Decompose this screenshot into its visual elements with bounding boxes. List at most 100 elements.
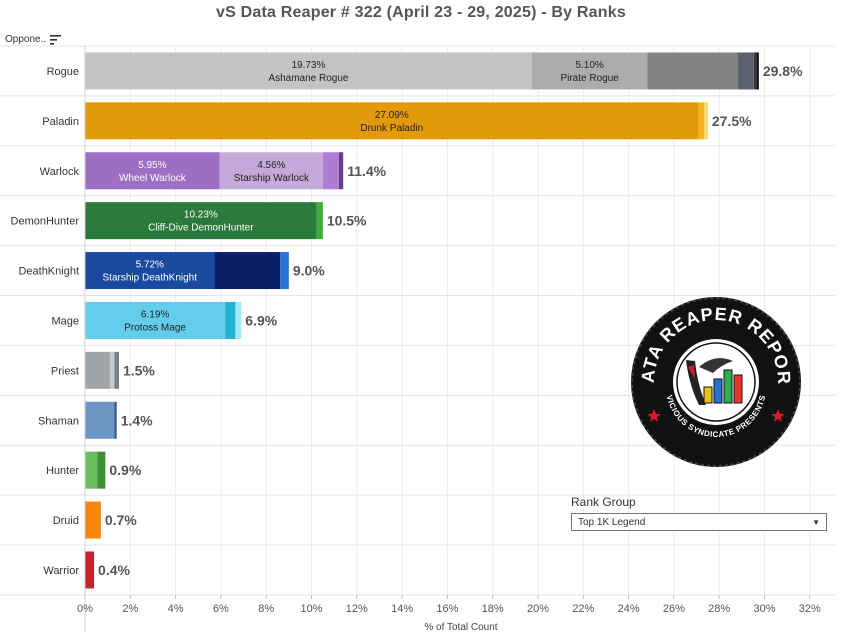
x-tick-label: 12% xyxy=(346,603,368,615)
bar-segment[interactable] xyxy=(225,301,236,339)
bar-segment[interactable] xyxy=(531,52,648,90)
category-label: Warrior xyxy=(43,565,79,577)
bar-segment[interactable] xyxy=(753,52,757,90)
segment-value-label: 10.23% xyxy=(184,210,218,221)
category-label: DemonHunter xyxy=(11,216,80,228)
bar-segment[interactable] xyxy=(338,152,344,190)
category-label: Rogue xyxy=(47,66,79,78)
category-label: Warlock xyxy=(40,166,80,178)
x-tick-label: 14% xyxy=(391,603,413,615)
opponent-column-header[interactable]: Oppone.. xyxy=(5,34,62,45)
segment-value-label: 19.73% xyxy=(291,60,325,71)
category-label: Hunter xyxy=(46,465,79,477)
x-tick-label: 26% xyxy=(663,603,685,615)
bar-total-label: 1.5% xyxy=(123,362,155,378)
x-tick-label: 4% xyxy=(168,603,184,615)
data-reaper-logo: DATA REAPER REPORT VICIOUS SYNDICATE PRE… xyxy=(629,295,801,467)
segment-name-label: Ashamane Rogue xyxy=(268,73,348,84)
x-axis: 0% 2% 4% 6% 8% 10% 12% 14% 16% 18% 20% 22% 24% 26% 28%… xyxy=(77,46,821,633)
bar-segment[interactable] xyxy=(280,252,289,290)
bar-total-label: 6.9% xyxy=(245,312,277,328)
bar-total-label: 29.8% xyxy=(763,63,803,79)
bar-segment[interactable] xyxy=(698,102,705,140)
bar-total-label: 9.0% xyxy=(293,263,325,279)
bar-segment[interactable] xyxy=(85,152,220,190)
x-tick-label: 16% xyxy=(436,603,458,615)
segment-name-label: Pirate Rogue xyxy=(560,73,619,84)
bar-segment[interactable] xyxy=(97,451,106,489)
x-tick-label: 24% xyxy=(618,603,640,615)
segment-value-label: 5.72% xyxy=(136,260,164,271)
bar-segment[interactable] xyxy=(85,401,115,439)
opponent-header-label: Oppone.. xyxy=(5,34,47,45)
category-label: Priest xyxy=(51,365,79,377)
bar-segment[interactable] xyxy=(114,351,119,389)
bar-segment[interactable] xyxy=(756,52,759,90)
x-axis-title: % of Total Count xyxy=(424,622,497,633)
segment-name-label: Starship Warlock xyxy=(234,173,310,184)
x-tick-label: 22% xyxy=(572,603,594,615)
segment-value-label: 5.95% xyxy=(138,160,166,171)
bar-total-label: 0.9% xyxy=(109,462,141,478)
rank-group-select[interactable]: Top 1K Legend ▼ xyxy=(571,513,827,531)
bar-segment[interactable] xyxy=(704,102,708,140)
x-tick-label: 30% xyxy=(753,603,775,615)
bar-segment[interactable] xyxy=(235,301,242,339)
segment-value-label: 4.56% xyxy=(257,160,285,171)
bar-segment[interactable] xyxy=(316,202,323,240)
bar-segment[interactable] xyxy=(114,401,117,439)
x-tick-label: 28% xyxy=(708,603,730,615)
bar-segment[interactable] xyxy=(85,501,101,539)
category-label: Druid xyxy=(53,515,79,527)
bar-segment[interactable] xyxy=(85,451,98,489)
category-label: Mage xyxy=(51,315,79,327)
dropdown-arrow-icon[interactable]: ▼ xyxy=(812,517,820,527)
x-tick-label: 18% xyxy=(482,603,504,615)
x-tick-label: 10% xyxy=(300,603,322,615)
x-tick-label: 32% xyxy=(799,603,821,615)
bar-segment[interactable] xyxy=(214,252,281,290)
bar-total-label: 1.4% xyxy=(121,412,153,428)
bar-segment[interactable] xyxy=(85,102,699,140)
segment-name-label: Cliff-Dive DemonHunter xyxy=(148,223,254,234)
bar-segment[interactable] xyxy=(647,52,738,90)
segment-name-label: Starship DeathKnight xyxy=(103,273,198,284)
x-tick-label: 6% xyxy=(213,603,229,615)
x-tick-label: 2% xyxy=(122,603,138,615)
bar-segment[interactable] xyxy=(85,202,317,240)
segment-value-label: 5.10% xyxy=(575,60,603,71)
bar-total-label: 27.5% xyxy=(712,113,752,129)
chart-title: vS Data Reaper # 322 (April 23 - 29, 202… xyxy=(216,4,626,21)
bar-total-label: 0.4% xyxy=(98,562,130,578)
segment-value-label: 6.19% xyxy=(141,309,169,320)
bar-total-label: 11.4% xyxy=(347,163,386,179)
x-tick-label: 8% xyxy=(258,603,274,615)
bar-segment[interactable] xyxy=(85,551,95,589)
bar-segment[interactable] xyxy=(737,52,754,90)
bars: 19.73% Ashamane Rogue 5.10% Pirate Rogue 29.… xyxy=(85,52,803,589)
bar-segment[interactable] xyxy=(85,252,215,290)
segment-name-label: Protoss Mage xyxy=(124,322,186,333)
filter-title: Rank Group xyxy=(571,495,636,509)
x-tick-label: 0% xyxy=(77,603,93,615)
category-label: Paladin xyxy=(42,116,79,128)
bar-total-label: 10.5% xyxy=(327,213,367,229)
bar-total-label: 0.7% xyxy=(105,512,137,528)
category-label: Shaman xyxy=(38,415,79,427)
bar-segment[interactable] xyxy=(109,351,115,389)
category-labels: Rogue Paladin Warlock DemonHunter DeathKnigh… xyxy=(11,66,80,577)
segment-value-label: 27.09% xyxy=(375,110,409,121)
rank-group-filter: Rank Group Top 1K Legend ▼ xyxy=(571,495,827,531)
x-tick-label: 20% xyxy=(527,603,549,615)
category-label: DeathKnight xyxy=(18,266,79,278)
bar-segment[interactable] xyxy=(219,152,324,190)
sort-icon[interactable] xyxy=(50,34,62,45)
bar-segment[interactable] xyxy=(85,301,226,339)
bar-segment[interactable] xyxy=(85,351,110,389)
bar-segment[interactable] xyxy=(85,52,532,90)
segment-name-label: Drunk Paladin xyxy=(360,123,423,134)
bar-segment[interactable] xyxy=(323,152,339,190)
segment-name-label: Wheel Warlock xyxy=(119,173,187,184)
rank-group-selected-value: Top 1K Legend xyxy=(578,516,646,528)
